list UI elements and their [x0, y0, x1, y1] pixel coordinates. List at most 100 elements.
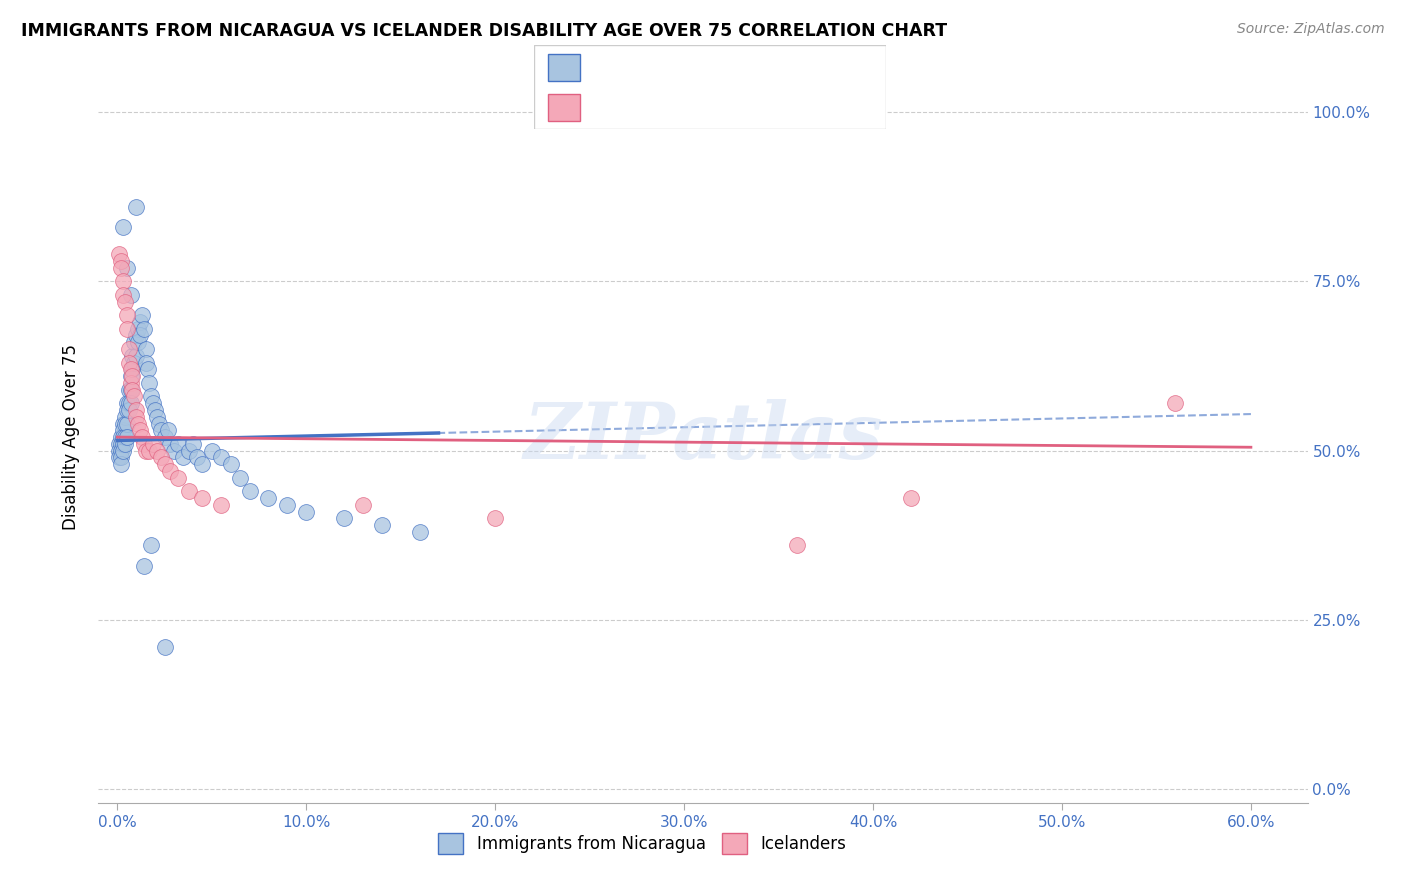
Point	[125, 328, 148, 343]
Point	[111, 220, 134, 235]
Point	[118, 355, 141, 369]
Point	[110, 450, 132, 465]
Point	[239, 484, 262, 499]
Point	[201, 443, 224, 458]
Point	[108, 450, 131, 465]
Point	[132, 558, 155, 573]
Point	[131, 430, 153, 444]
Point	[120, 369, 142, 384]
Point	[124, 389, 146, 403]
Y-axis label: Disability Age Over 75: Disability Age Over 75	[62, 344, 80, 530]
Point	[108, 247, 131, 261]
Point	[111, 274, 134, 288]
Point	[111, 437, 134, 451]
Point	[1164, 396, 1187, 410]
Point	[111, 288, 134, 302]
Point	[121, 369, 143, 384]
Point	[209, 450, 232, 465]
Text: ZIPatlas: ZIPatlas	[523, 399, 883, 475]
Point	[120, 288, 142, 302]
Point	[131, 308, 153, 322]
Point	[352, 498, 374, 512]
Point	[157, 423, 180, 437]
Point	[114, 409, 136, 424]
Point	[333, 511, 356, 525]
Point	[136, 362, 159, 376]
Point	[127, 322, 149, 336]
Point	[118, 396, 141, 410]
Text: R =  0.083   N = 77: R = 0.083 N = 77	[593, 57, 770, 75]
Point	[115, 403, 138, 417]
Point	[135, 342, 157, 356]
Point	[110, 443, 132, 458]
Point	[124, 355, 146, 369]
Bar	[548, 54, 579, 81]
Point	[186, 450, 208, 465]
Text: Source: ZipAtlas.com: Source: ZipAtlas.com	[1237, 22, 1385, 37]
Point	[110, 260, 132, 275]
Point	[132, 437, 155, 451]
Point	[129, 315, 152, 329]
Point	[110, 437, 132, 451]
Text: R = -0.027   N = 37: R = -0.027 N = 37	[593, 97, 772, 115]
Point	[111, 417, 134, 431]
Point	[110, 457, 132, 471]
Point	[118, 403, 141, 417]
Point	[118, 383, 141, 397]
Text: IMMIGRANTS FROM NICARAGUA VS ICELANDER DISABILITY AGE OVER 75 CORRELATION CHART: IMMIGRANTS FROM NICARAGUA VS ICELANDER D…	[21, 22, 948, 40]
Point	[114, 430, 136, 444]
Point	[141, 389, 163, 403]
Point	[124, 335, 146, 350]
Point	[120, 376, 142, 390]
Point	[181, 437, 204, 451]
Point	[484, 511, 506, 525]
Point	[132, 322, 155, 336]
Point	[114, 437, 136, 451]
Point	[146, 443, 169, 458]
Point	[118, 342, 141, 356]
Point	[111, 430, 134, 444]
Point	[120, 396, 142, 410]
Point	[115, 396, 138, 410]
Point	[138, 443, 160, 458]
Point	[786, 538, 808, 552]
Point	[115, 308, 138, 322]
Point	[108, 437, 131, 451]
Point	[111, 423, 134, 437]
Point	[276, 498, 298, 512]
Point	[146, 409, 169, 424]
Point	[115, 430, 138, 444]
Legend: Immigrants from Nicaragua, Icelanders: Immigrants from Nicaragua, Icelanders	[432, 827, 853, 860]
Point	[179, 484, 201, 499]
Point	[110, 254, 132, 268]
Point	[900, 491, 922, 505]
Point	[114, 417, 136, 431]
Point	[125, 349, 148, 363]
Point	[257, 491, 280, 505]
Point	[125, 403, 148, 417]
Point	[295, 505, 318, 519]
Point	[110, 430, 132, 444]
Point	[179, 443, 201, 458]
Point	[115, 417, 138, 431]
Point	[127, 335, 149, 350]
Point	[135, 443, 157, 458]
Point	[125, 200, 148, 214]
Point	[125, 409, 148, 424]
Point	[121, 362, 143, 376]
Point	[111, 443, 134, 458]
Point	[149, 450, 172, 465]
Point	[153, 430, 176, 444]
Point	[166, 437, 188, 451]
Point	[143, 403, 166, 417]
Point	[219, 457, 242, 471]
Point	[163, 443, 186, 458]
Point	[135, 355, 157, 369]
Point	[166, 471, 188, 485]
Point	[138, 376, 160, 390]
Point	[148, 417, 170, 431]
Point	[121, 349, 143, 363]
Point	[209, 498, 232, 512]
Point	[141, 538, 163, 552]
Point	[115, 322, 138, 336]
